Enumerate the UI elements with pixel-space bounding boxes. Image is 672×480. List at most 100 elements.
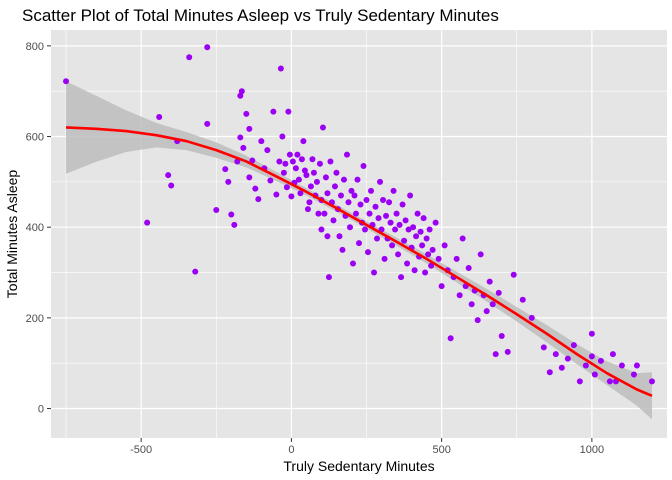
data-point: [213, 206, 220, 213]
data-point: [286, 151, 293, 158]
data-point: [429, 246, 436, 253]
data-point: [285, 108, 292, 115]
data-point: [374, 235, 381, 242]
plot-panel: [51, 30, 667, 438]
data-point: [231, 221, 238, 228]
data-point: [395, 251, 402, 258]
data-point: [333, 169, 340, 176]
data-point: [558, 364, 565, 371]
data-point: [465, 265, 472, 271]
data-point: [336, 233, 343, 240]
data-point: [459, 235, 466, 242]
data-point: [441, 242, 448, 249]
data-point: [279, 133, 286, 140]
data-point: [486, 278, 493, 285]
smooth-curve: [65, 126, 653, 398]
data-point: [540, 344, 547, 351]
data-point: [483, 308, 490, 315]
data-points: [63, 44, 655, 385]
data-point: [345, 199, 352, 206]
data-point: [591, 371, 598, 378]
data-point: [331, 183, 338, 190]
data-point: [588, 330, 595, 337]
data-point: [346, 224, 353, 231]
data-point: [365, 249, 372, 256]
data-point: [303, 172, 310, 179]
data-point: [222, 166, 229, 173]
data-point: [283, 184, 290, 191]
data-point: [425, 251, 432, 258]
data-point: [392, 226, 399, 233]
data-point: [204, 120, 211, 127]
data-point: [435, 255, 442, 262]
data-point: [398, 274, 405, 281]
x-axis-title: Truly Sedentary Minutes: [283, 458, 434, 474]
data-point: [318, 226, 325, 233]
data-point: [378, 226, 385, 233]
data-point: [453, 255, 460, 262]
data-point: [288, 193, 295, 200]
data-point: [407, 192, 414, 199]
data-point: [352, 210, 359, 217]
data-point: [519, 296, 526, 303]
y-tick-label: 800: [26, 41, 44, 53]
data-point: [366, 210, 373, 217]
data-point: [368, 187, 375, 194]
data-point: [438, 283, 445, 290]
y-axis-title: Total Minutes Asleep: [4, 170, 20, 299]
data-point: [255, 196, 262, 203]
data-point: [377, 178, 384, 185]
data-point: [423, 235, 430, 242]
x-tick-label: 500: [432, 444, 450, 456]
data-point: [411, 267, 418, 274]
y-tick-label: 600: [26, 132, 44, 144]
data-point: [648, 378, 655, 385]
data-point: [243, 110, 250, 117]
data-point: [267, 177, 274, 184]
data-point: [294, 151, 301, 158]
data-point: [570, 342, 577, 349]
data-point: [343, 151, 350, 158]
data-point: [564, 355, 571, 362]
data-point: [192, 268, 199, 275]
data-point: [489, 301, 496, 308]
data-point: [238, 88, 245, 95]
data-point: [289, 158, 296, 165]
data-point: [324, 233, 331, 240]
data-point: [428, 262, 435, 269]
data-point: [258, 138, 265, 145]
data-point: [405, 226, 412, 233]
data-point: [246, 174, 253, 181]
data-point: [330, 217, 337, 224]
data-point: [630, 371, 637, 378]
data-point: [474, 317, 481, 324]
data-point: [477, 251, 484, 258]
data-point: [277, 65, 284, 72]
data-point: [298, 156, 305, 163]
data-point: [276, 158, 283, 165]
y-tick-label: 0: [38, 404, 44, 416]
data-point: [546, 369, 553, 376]
data-point: [606, 378, 613, 385]
data-point: [393, 210, 400, 217]
data-point: [383, 212, 390, 219]
data-point: [432, 219, 439, 226]
data-point: [404, 260, 411, 267]
data-point: [348, 187, 355, 194]
x-tick-label: 1000: [580, 444, 604, 456]
x-tick-label: -500: [130, 444, 152, 456]
data-point: [300, 138, 307, 145]
data-point: [371, 269, 378, 276]
chart-title: Scatter Plot of Total Minutes Asleep vs …: [22, 6, 499, 25]
data-point: [414, 210, 421, 217]
data-point: [360, 163, 367, 169]
data-point: [528, 314, 535, 321]
data-point: [310, 169, 317, 176]
data-point: [306, 199, 313, 206]
data-point: [633, 362, 640, 369]
data-point: [422, 269, 429, 276]
data-point: [609, 351, 616, 358]
data-point: [186, 54, 193, 61]
data-point: [419, 242, 426, 249]
